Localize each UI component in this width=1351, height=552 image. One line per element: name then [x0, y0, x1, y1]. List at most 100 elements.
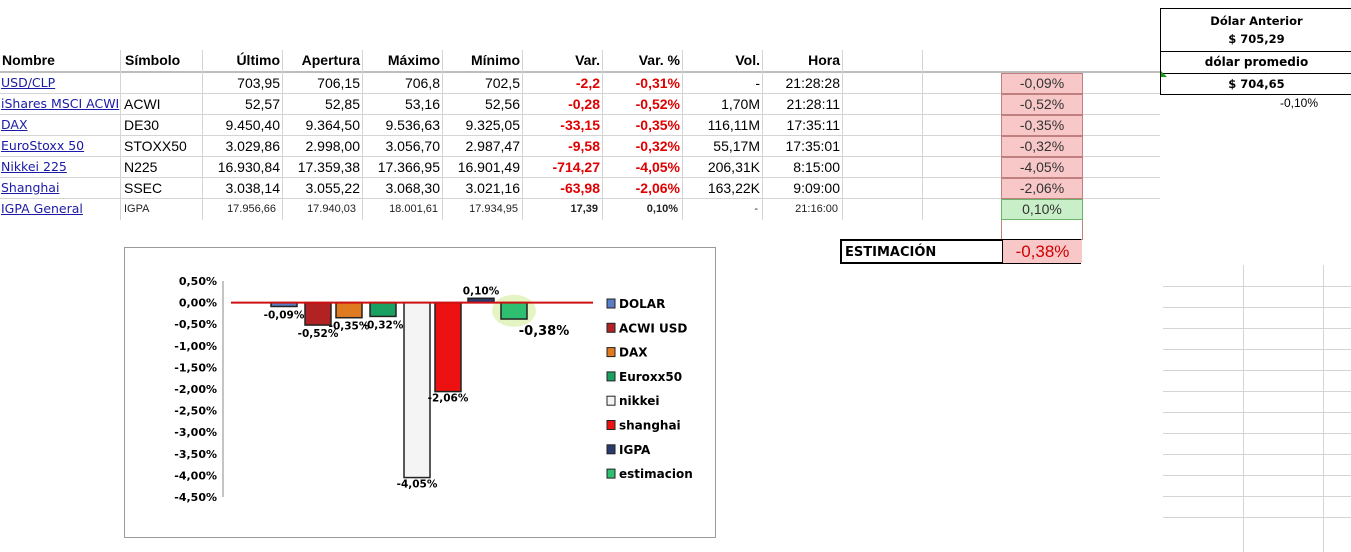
apertura-cell: 706,15: [317, 75, 360, 91]
vol-cell: 1,70M: [721, 96, 760, 112]
grid-row-line: [1163, 307, 1351, 308]
y-tick-label: -4,50%: [174, 491, 217, 504]
maximo-cell: 18.001,61: [389, 203, 438, 215]
instrument-link-shanghai[interactable]: Shanghai: [1, 180, 60, 195]
legend-swatch: [606, 322, 616, 333]
grid-col-line: [682, 50, 683, 220]
dolar-promedio-box: dólar promedio $ 704,65: [1160, 51, 1351, 95]
instrument-link-acwi[interactable]: iShares MSCI ACWI: [1, 96, 120, 111]
ultimo-cell: 52,57: [244, 96, 280, 112]
var-cell: -0,28: [568, 96, 600, 112]
instrument-link-nikkei[interactable]: Nikkei 225: [1, 159, 67, 174]
hora-cell: 21:28:11: [786, 96, 840, 112]
grid-row-line: [0, 156, 1160, 157]
grid-row-line: [1163, 517, 1351, 518]
symbol-cell: IGPA: [124, 203, 150, 215]
col-header-hora: Hora: [808, 52, 840, 68]
vol-cell: -: [754, 203, 758, 215]
estimate-pct-cell: 0,10%: [1001, 199, 1083, 220]
data-label: -0,38%: [519, 324, 570, 339]
symbol-cell: N225: [124, 159, 158, 175]
data-label: -4,05%: [397, 479, 438, 491]
bar-acwi-usd: [304, 301, 332, 326]
var-cell: -2,2: [575, 75, 600, 91]
grid-row-line: [1163, 349, 1351, 350]
legend-label: nikkei: [619, 394, 660, 408]
minimo-cell: 2.987,47: [465, 138, 521, 154]
bar-shanghai: [434, 301, 462, 393]
grid-col-line: [202, 50, 203, 220]
grid-col-line: [1323, 265, 1324, 552]
symbol-cell: SSEC: [124, 180, 163, 196]
legend-label: ACWI USD: [619, 321, 687, 335]
col-header-var-pct: Var. %: [638, 52, 680, 68]
var-pct-cell: -2,06%: [635, 180, 680, 196]
var-pct-cell: -0,31%: [635, 75, 680, 91]
ultimo-cell: 3.029,86: [225, 138, 281, 154]
grid-row-line: [1163, 286, 1351, 287]
col-header-apertura: Apertura: [301, 52, 360, 68]
y-tick-label: 0,00%: [179, 297, 217, 310]
minimo-cell: 17.934,95: [469, 203, 518, 215]
estimacion-label: ESTIMACIÓN: [845, 245, 937, 260]
grid-col-line: [362, 50, 363, 220]
legend-label: estimacion: [619, 467, 693, 481]
dolar-anterior-box: Dólar Anterior $ 705,29: [1160, 8, 1351, 52]
data-label: -0,35%: [329, 321, 370, 333]
instrument-link-igpa[interactable]: IGPA General: [1, 201, 83, 216]
maximo-cell: 17.366,95: [377, 159, 440, 175]
estimate-pct-cell: -0,35%: [1001, 115, 1083, 136]
grid-col-line: [120, 50, 121, 220]
ultimo-cell: 9.450,40: [225, 117, 281, 133]
var-cell: -9,58: [568, 138, 600, 154]
y-tick-label: -1,00%: [174, 340, 217, 353]
bar-estimacion: [500, 301, 528, 320]
empty-cell: [1001, 220, 1083, 240]
grid-col-line: [602, 50, 603, 220]
col-header-ultimo: Último: [236, 52, 280, 68]
minimo-cell: 52,56: [484, 96, 520, 112]
apertura-cell: 52,85: [324, 96, 360, 112]
data-label: -0,52%: [298, 328, 339, 340]
var-pct-cell: -4,05%: [635, 159, 680, 175]
data-label: -2,06%: [428, 393, 469, 405]
col-header-minimo: Mínimo: [471, 52, 520, 68]
legend-label: DAX: [619, 346, 648, 360]
var-cell: -33,15: [560, 117, 600, 133]
variation-chart[interactable]: 0,50% 0,00% -0,50% -1,00% -1,50% -2,00% -2,50%…: [124, 247, 716, 538]
hora-cell: 17:35:11: [786, 117, 840, 133]
vol-cell: -: [755, 75, 760, 91]
hora-cell: 8:15:00: [793, 159, 840, 175]
y-tick-label: -0,50%: [174, 318, 217, 331]
chart-canvas: 0,50% 0,00% -0,50% -1,00% -1,50% -2,00% -2,50%…: [174, 275, 693, 504]
y-tick-label: -3,50%: [174, 448, 217, 461]
grid-row-line: [0, 114, 1160, 115]
bar-dax: [335, 301, 363, 319]
hora-cell: 21:28:28: [785, 75, 841, 91]
y-tick-label: -1,50%: [174, 361, 217, 374]
grid-row-line: [1163, 391, 1351, 392]
y-tick-label: -2,00%: [174, 383, 217, 396]
instrument-link-usdclp[interactable]: USD/CLP: [1, 75, 56, 90]
col-header-simbolo: Símbolo: [125, 52, 181, 68]
apertura-cell: 3.055,22: [305, 180, 361, 196]
maximo-cell: 3.068,30: [385, 180, 441, 196]
grid-col-line: [1243, 265, 1244, 552]
hora-cell: 17:35:01: [785, 138, 841, 154]
legend-label: shanghai: [619, 419, 681, 433]
instrument-link-dax[interactable]: DAX: [1, 117, 28, 132]
ultimo-cell: 3.038,14: [225, 180, 281, 196]
grid-row-line: [1163, 475, 1351, 476]
legend-label: IGPA: [619, 443, 651, 457]
legend-swatch: [606, 371, 616, 382]
estimate-pct-cell: -2,06%: [1001, 178, 1083, 199]
apertura-cell: 17.359,38: [297, 159, 360, 175]
header-separator: [0, 71, 1160, 73]
instrument-link-eurostoxx[interactable]: EuroStoxx 50: [1, 138, 85, 153]
dolar-anterior-value: $ 705,29: [1228, 32, 1285, 46]
grid-col-line: [762, 50, 763, 220]
legend-swatch: [606, 395, 616, 406]
minimo-cell: 9.325,05: [465, 117, 521, 133]
hora-cell: 9:09:00: [793, 180, 840, 196]
var-pct-cell: -0,32%: [635, 138, 680, 154]
